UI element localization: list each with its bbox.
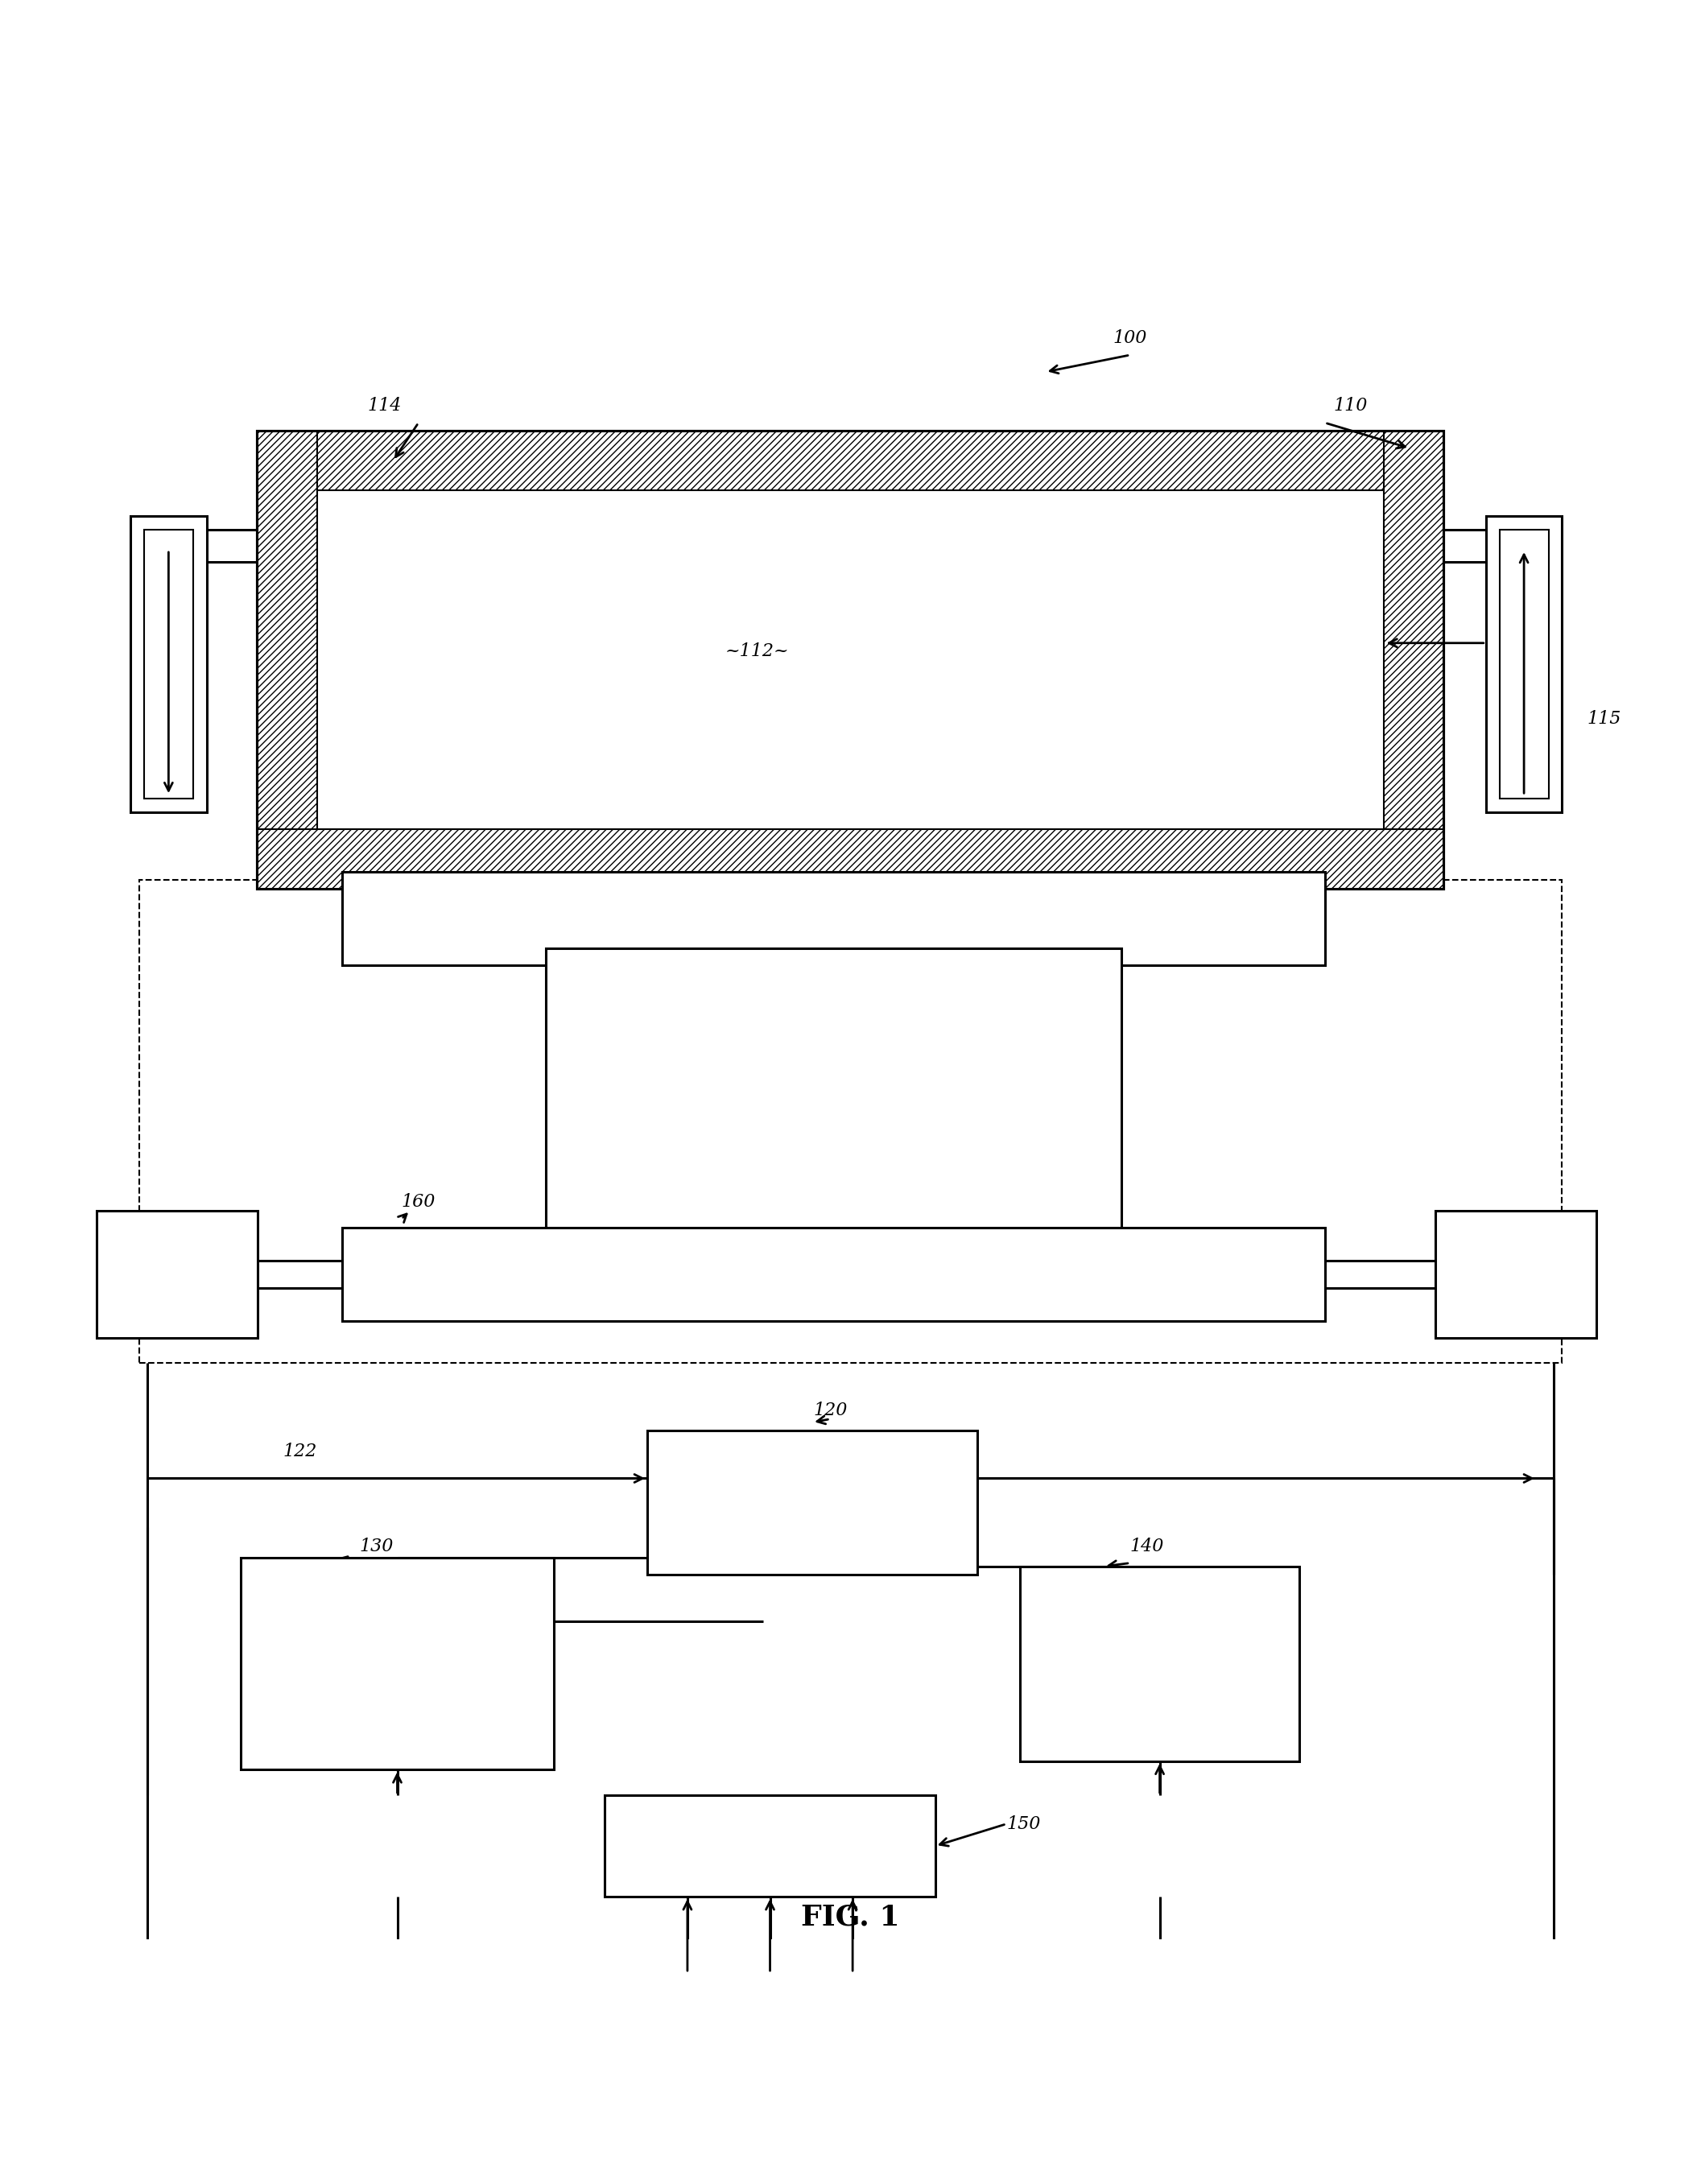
Bar (606, 1795, 936, 1896)
Text: 150: 150 (1007, 1815, 1041, 1832)
Bar (97, 1210, 257, 1337)
Bar (1385, 430, 1444, 889)
Text: PROCESS
CHEMISTRY
SUPPLY
SYSTEM: PROCESS CHEMISTRY SUPPLY SYSTEM (362, 1636, 432, 1690)
Text: 180: 180 (1499, 1265, 1533, 1282)
Bar (139, 880, 1562, 1363)
Bar (257, 430, 316, 889)
Text: 120: 120 (813, 1402, 847, 1420)
Text: RECIRCULATION
SYSTEM: RECIRCULATION SYSTEM (764, 1489, 862, 1516)
Bar (257, 830, 1444, 889)
Bar (546, 948, 1121, 1245)
Text: CONTROLLER: CONTROLLER (725, 1839, 815, 1854)
Bar (646, 1431, 978, 1575)
Text: ~112~: ~112~ (725, 642, 789, 660)
Text: 122: 122 (282, 1441, 316, 1461)
Bar (145, 529, 194, 799)
Text: 170: 170 (162, 1265, 196, 1282)
Text: 110: 110 (1334, 397, 1368, 415)
Bar (1487, 515, 1562, 812)
Text: 190: 190 (811, 1265, 845, 1282)
Bar (1021, 1566, 1300, 1760)
Text: 130: 130 (359, 1538, 393, 1555)
Text: 160: 160 (401, 1192, 435, 1210)
Text: 100: 100 (1112, 330, 1146, 347)
Text: 140: 140 (1129, 1538, 1163, 1555)
Bar (257, 430, 1444, 491)
Text: FIG. 1: FIG. 1 (801, 1902, 900, 1931)
Bar (342, 1227, 1325, 1321)
Text: 114: 114 (367, 397, 401, 415)
Text: FLUID
SUPPLY
SYSTEM: FLUID SUPPLY SYSTEM (1135, 1645, 1184, 1684)
Text: 116: 116 (1203, 900, 1237, 917)
Text: 105: 105 (879, 876, 913, 893)
Bar (1436, 1210, 1596, 1337)
Bar (257, 430, 1444, 889)
Bar (131, 515, 206, 812)
Text: 115: 115 (1587, 710, 1621, 727)
Bar (1499, 529, 1548, 799)
Bar (342, 871, 1325, 965)
Bar (240, 1557, 555, 1769)
Text: 118: 118 (743, 1092, 777, 1109)
